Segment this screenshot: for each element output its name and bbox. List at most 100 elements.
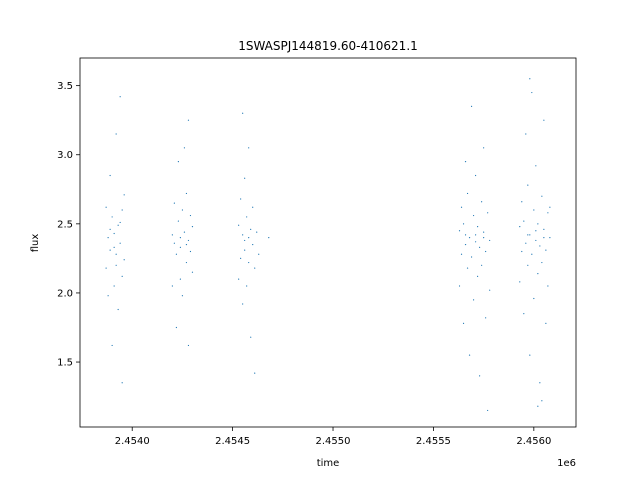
data-point: [107, 295, 109, 297]
data-point: [537, 405, 539, 407]
data-point: [483, 231, 485, 233]
data-point: [549, 237, 551, 239]
y-tick-label: 3.5: [57, 81, 73, 92]
data-point: [472, 214, 475, 217]
data-point: [187, 119, 190, 121]
data-point: [119, 96, 121, 98]
x-tick-label: 2.4545: [215, 436, 250, 447]
data-point: [527, 234, 529, 236]
data-point: [535, 165, 537, 167]
axis-ticks: 2.4540 2.4545 2.4550 2.4555 2.4560 1.5 2.0 2.5 3…: [57, 81, 551, 447]
data-point: [489, 289, 491, 291]
data-point: [173, 242, 175, 244]
data-point: [123, 259, 125, 261]
data-point: [547, 285, 549, 287]
data-point: [543, 237, 545, 239]
data-point: [545, 249, 547, 251]
data-point: [248, 147, 250, 149]
data-point: [240, 198, 242, 200]
data-point: [539, 245, 541, 247]
data-point: [535, 239, 537, 242]
data-point: [177, 161, 179, 163]
data-point: [539, 382, 541, 384]
data-point: [254, 267, 256, 269]
data-point: [519, 281, 521, 283]
data-point: [179, 278, 181, 280]
data-point: [191, 271, 194, 273]
data-points: [105, 78, 551, 412]
data-point: [123, 194, 125, 196]
data-point: [535, 230, 537, 232]
data-point: [248, 261, 250, 264]
data-point: [181, 295, 184, 297]
data-point: [458, 285, 461, 287]
y-tick-label: 3.0: [57, 150, 73, 161]
data-point: [472, 299, 475, 301]
data-point: [242, 112, 244, 114]
data-point: [173, 202, 175, 204]
data-point: [529, 78, 531, 80]
data-point: [185, 261, 188, 264]
data-point: [240, 257, 242, 259]
data-point: [171, 285, 173, 287]
data-point: [105, 206, 107, 208]
data-point: [175, 253, 177, 255]
data-point: [121, 275, 123, 277]
data-point: [111, 216, 113, 218]
data-point: [481, 201, 483, 203]
data-point: [185, 192, 188, 195]
data-point: [541, 400, 543, 402]
data-point: [250, 228, 252, 230]
x-tick-label: 2.4560: [516, 436, 551, 447]
data-point: [485, 317, 487, 319]
y-tick-label: 1.5: [57, 358, 73, 369]
data-point: [487, 409, 489, 412]
data-point: [187, 344, 190, 347]
data-point: [175, 326, 177, 329]
data-point: [189, 250, 192, 253]
data-point: [525, 133, 527, 135]
data-point: [466, 192, 469, 195]
data-point: [244, 249, 246, 251]
data-point: [531, 253, 533, 255]
data-point: [470, 105, 473, 107]
data-point: [115, 133, 117, 135]
data-point: [238, 224, 240, 226]
data-point: [519, 226, 521, 228]
data-point: [115, 253, 117, 255]
data-point: [537, 223, 539, 225]
x-tick-label: 2.4555: [416, 436, 451, 447]
data-point: [183, 147, 186, 149]
data-point: [258, 253, 260, 255]
data-point: [242, 303, 244, 305]
data-point: [187, 239, 190, 242]
data-point: [523, 313, 525, 315]
data-point: [191, 226, 194, 228]
data-point: [113, 232, 115, 235]
y-tick-label: 2.5: [57, 219, 73, 230]
data-point: [238, 278, 240, 280]
data-point: [115, 264, 117, 266]
data-point: [527, 184, 529, 186]
data-point: [244, 239, 246, 242]
data-point: [177, 220, 179, 222]
data-point: [531, 91, 533, 94]
data-point: [119, 242, 121, 244]
data-point: [462, 322, 465, 324]
data-point: [246, 216, 248, 218]
data-point: [521, 250, 523, 253]
data-point: [460, 253, 463, 255]
data-point: [541, 195, 543, 197]
data-point: [242, 234, 244, 236]
data-point: [545, 322, 547, 324]
data-point: [479, 375, 481, 377]
data-point: [107, 237, 109, 239]
data-point: [475, 234, 477, 236]
data-point: [479, 246, 481, 248]
data-point: [268, 237, 270, 239]
data-point: [109, 174, 111, 177]
data-point: [256, 231, 258, 233]
data-point: [533, 209, 535, 211]
